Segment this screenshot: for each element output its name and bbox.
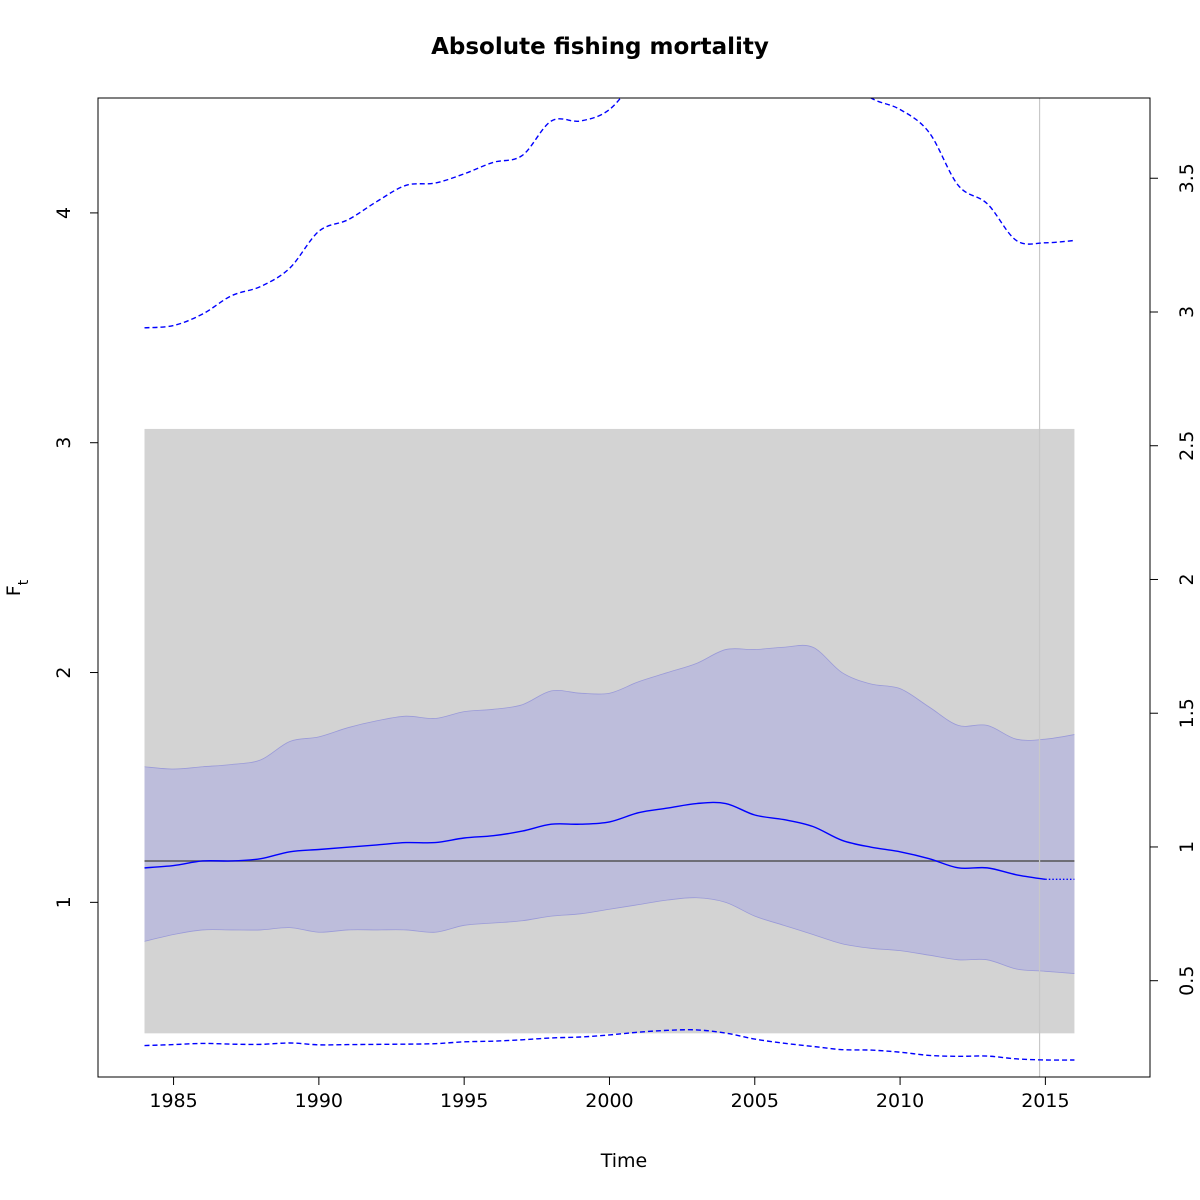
inner-confidence-band [144, 645, 1075, 974]
y-right-tick-label: 0.5 [1176, 966, 1198, 996]
y-axis-label-subscript: t [16, 579, 32, 585]
series-estimate [144, 801, 1046, 881]
x-tick-label: 1990 [295, 1090, 343, 1112]
chart-title: Absolute fishing mortality [431, 34, 769, 60]
inner-band-upper-edge [144, 644, 1075, 770]
y-left-tick-label: 1 [53, 896, 75, 908]
y-left-tick-label: 4 [53, 207, 75, 219]
x-tick-label: 2010 [876, 1090, 924, 1112]
y-left-tick-label: 2 [53, 666, 75, 678]
y-right-tick-label: 3 [1176, 306, 1198, 318]
y-right-tick-label: 2.5 [1176, 431, 1198, 461]
plot-frame [97, 97, 1151, 1078]
x-tick-label: 2000 [585, 1090, 633, 1112]
y-right-tick-label: 1 [1176, 841, 1198, 853]
x-tick-label: 1985 [149, 1090, 197, 1112]
x-axis-label: Time [600, 1150, 648, 1172]
y-right-tick-label: 3.5 [1176, 163, 1198, 193]
inner-band-lower-edge [144, 897, 1075, 974]
y-left-tick-label: 3 [53, 437, 75, 449]
x-tick-label: 1995 [440, 1090, 488, 1112]
x-tick-label: 2005 [731, 1090, 779, 1112]
x-tick-label: 2015 [1021, 1090, 1069, 1112]
y-right-tick-label: 1.5 [1176, 698, 1198, 728]
y-axis-label: Ft [3, 579, 32, 596]
series-upper-dashed [144, 98, 1075, 329]
plot-area [144, 98, 1075, 1077]
series-lower-dashed [144, 1029, 1075, 1061]
y-right-tick-label: 2 [1176, 573, 1198, 585]
